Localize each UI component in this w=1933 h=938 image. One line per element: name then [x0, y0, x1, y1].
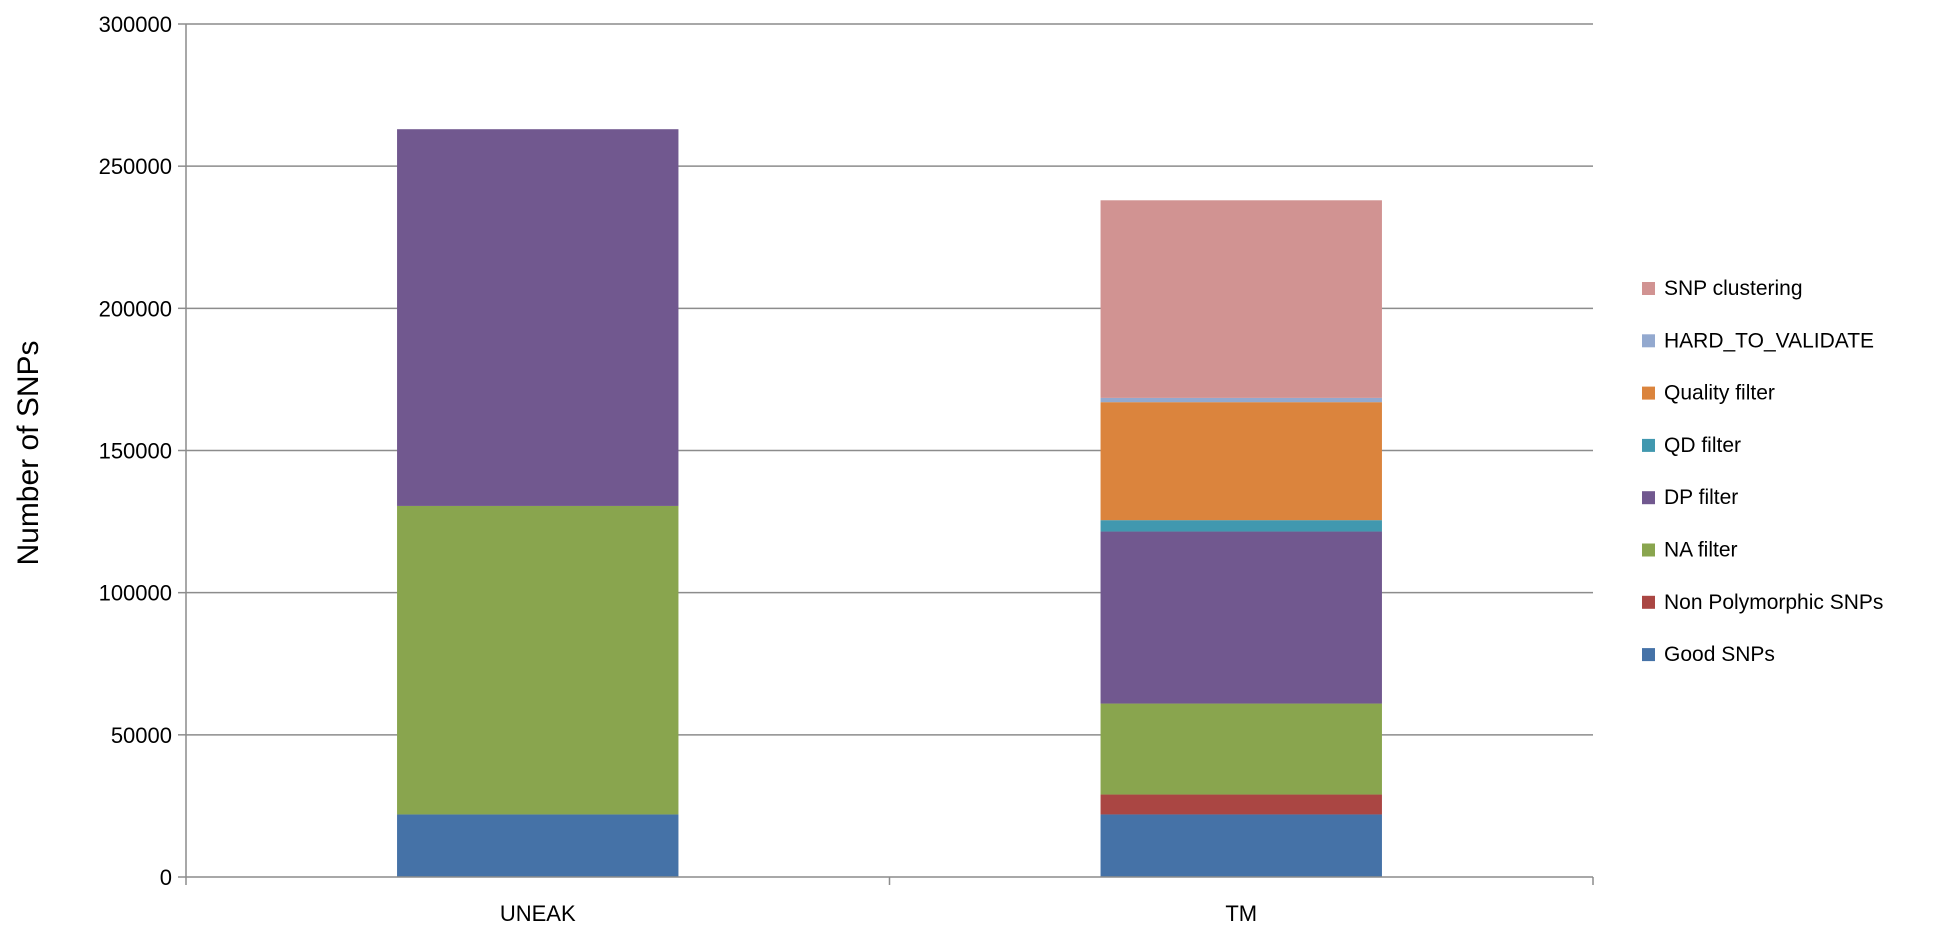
bar-segment-tm-qd-filter: [1100, 520, 1382, 532]
bar-segment-tm-good-snps: [1100, 814, 1382, 877]
axes: [178, 23, 1594, 885]
legend-swatch: [1642, 543, 1655, 557]
y-tick-label: 300000: [99, 12, 172, 37]
bar-segment-uneak-dp-filter: [397, 129, 679, 506]
legend-label: NA filter: [1664, 539, 1738, 562]
legend-label: QD filter: [1664, 434, 1741, 457]
y-tick-labels: 0 50000 100000 150000 200000 250000 300000: [99, 12, 172, 890]
bars: [397, 129, 1382, 877]
bar-segment-tm-dp-filter: [1100, 531, 1382, 704]
legend: SNP clustering HARD_TO_VALIDATE Quality fi…: [1642, 277, 1883, 666]
legend-swatch: [1642, 491, 1655, 505]
legend-swatch: [1642, 438, 1655, 452]
bar-segment-uneak-good-snps: [397, 814, 679, 877]
legend-label: SNP clustering: [1664, 277, 1803, 300]
legend-label: DP filter: [1664, 486, 1738, 509]
y-tick-label: 100000: [99, 581, 172, 606]
legend-swatch: [1642, 334, 1655, 348]
legend-label: Quality filter: [1664, 382, 1775, 405]
bar-segment-tm-snp-clustering: [1100, 200, 1382, 398]
bar-segment-tm-non-polymorphic-snps: [1100, 794, 1382, 815]
bar-segment-tm-na-filter: [1100, 703, 1382, 795]
y-axis-label: Number of SNPs: [12, 340, 45, 565]
bar-segment-uneak-na-filter: [397, 505, 679, 815]
y-tick-label: 0: [160, 865, 172, 890]
x-tick-label: UNEAK: [500, 901, 576, 926]
x-tick-labels: UNEAK TM: [500, 901, 1257, 926]
legend-label: Non Polymorphic SNPs: [1664, 591, 1883, 614]
legend-label: Good SNPs: [1664, 643, 1775, 666]
x-tick-label: TM: [1225, 901, 1257, 926]
legend-label: HARD_TO_VALIDATE: [1664, 329, 1874, 352]
bar-segment-tm-hard-to-validate: [1100, 397, 1382, 403]
legend-swatch: [1642, 282, 1655, 295]
y-tick-label: 250000: [99, 154, 172, 179]
bar-segment-tm-quality-filter: [1100, 402, 1382, 521]
y-tick-label: 50000: [111, 723, 172, 748]
legend-swatch: [1642, 386, 1655, 400]
y-tick-label: 150000: [99, 439, 172, 464]
legend-swatch: [1642, 595, 1655, 609]
legend-swatch: [1642, 648, 1655, 662]
y-tick-label: 200000: [99, 296, 172, 321]
